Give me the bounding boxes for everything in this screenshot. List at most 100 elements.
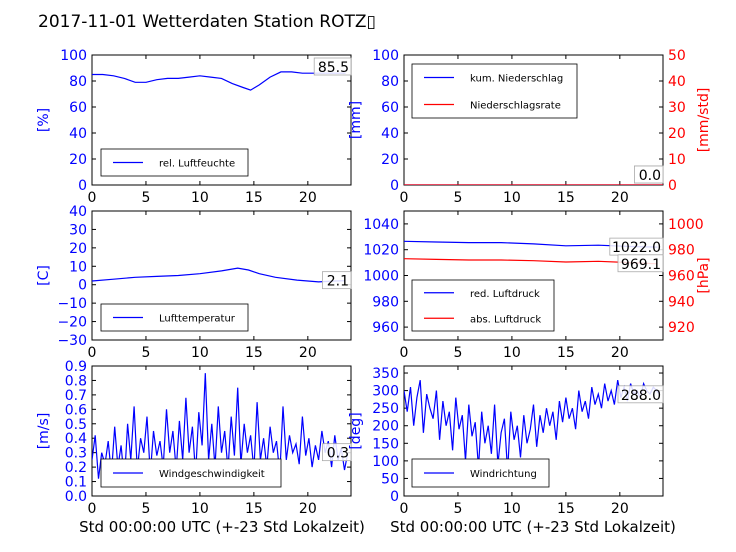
x-tick-label: 5 xyxy=(141,190,150,206)
value-annotation-box xyxy=(617,385,664,404)
x-tick-label: 5 xyxy=(453,345,462,361)
y-tick-label: 150 xyxy=(372,436,399,452)
xlabel-left: Std 00:00:00 UTC (+-23 Std Lokalzeit) xyxy=(79,518,365,536)
x-tick-label: 15 xyxy=(557,190,575,206)
series-line-0 xyxy=(404,379,661,472)
y-tick-label: 10 xyxy=(69,259,87,275)
y-tick-label: 1040 xyxy=(363,217,399,233)
y-tick-label: 80 xyxy=(69,74,87,90)
y-tick-label: 0.7 xyxy=(65,388,87,404)
y-tick-label: 40 xyxy=(381,126,399,142)
y-tick-label: 40 xyxy=(69,126,87,142)
y2-tick-label: 50 xyxy=(668,48,686,64)
x-tick-label: 5 xyxy=(453,501,462,517)
y2-tick-label: 980 xyxy=(668,243,695,259)
y-tick-label: 0 xyxy=(390,489,399,505)
y2-tick-label: 1000 xyxy=(668,217,704,233)
y2-axis-label: [hPa] xyxy=(696,257,712,293)
y-tick-label: 30 xyxy=(69,222,87,238)
x-tick-label: 20 xyxy=(299,345,317,361)
panel-pressure: 0 5 10 15 20 960 980 1000 1020 1040 920 940 960 980 10… xyxy=(363,210,712,361)
value-annotation: 288.0 xyxy=(621,388,661,404)
legend-label: Windgeschwindigkeit xyxy=(159,469,265,480)
y-tick-label: 200 xyxy=(372,419,399,435)
y2-tick-label: 30 xyxy=(668,100,686,116)
y2-tick-label: 0 xyxy=(668,178,677,194)
x-tick-label: 15 xyxy=(245,190,263,206)
legend-label: Windrichtung xyxy=(470,469,537,480)
legend-box xyxy=(411,279,555,332)
value-annotation-box xyxy=(321,443,352,462)
y-tick-label: 20 xyxy=(69,241,87,257)
y-tick-label: 0.0 xyxy=(65,489,87,505)
y-tick-label: 0.3 xyxy=(65,446,87,462)
y2-tick-label: 10 xyxy=(668,152,686,168)
legend-label: Niederschlagsrate xyxy=(470,101,561,112)
value-annotation: 0.0 xyxy=(639,168,661,184)
value-annotation: 1022.0 xyxy=(612,240,661,256)
y-tick-label: 1000 xyxy=(363,269,399,285)
y2-axis-label: [mm/std] xyxy=(696,88,712,153)
y-axis-label: [m/s] xyxy=(36,413,52,450)
y-tick-label: 40 xyxy=(69,204,87,220)
y-tick-label: 0.1 xyxy=(65,475,87,491)
legend-label: rel. Luftfeuchte xyxy=(159,159,235,170)
x-tick-label: 20 xyxy=(611,190,629,206)
value-annotation-box xyxy=(634,165,664,184)
x-tick-label: 0 xyxy=(400,190,409,206)
value-annotation: 2.1 xyxy=(327,274,349,290)
panel-humidity: 0 5 10 15 20 0 20 40 60 80 100 [%] 85.5 rel. Luftfeuc… xyxy=(36,48,352,206)
value-annotation-box xyxy=(313,57,352,76)
y-axis-label: [mm] xyxy=(348,101,364,139)
y-tick-label: 20 xyxy=(381,152,399,168)
y-tick-label: 0 xyxy=(78,278,87,294)
y-tick-label: 0.8 xyxy=(65,373,87,389)
x-tick-label: 5 xyxy=(141,501,150,517)
y2-tick-label: 960 xyxy=(668,269,695,285)
y-tick-label: 80 xyxy=(381,74,399,90)
value-annotation-box xyxy=(321,271,352,290)
x-tick-label: 20 xyxy=(611,345,629,361)
y-tick-label: 980 xyxy=(372,294,399,310)
x-tick-label: 20 xyxy=(299,190,317,206)
value-annotation-box xyxy=(617,254,664,273)
value-annotation: 0.3 xyxy=(327,446,349,462)
x-tick-label: 0 xyxy=(400,501,409,517)
x-tick-label: 0 xyxy=(88,345,97,361)
x-tick-label: 15 xyxy=(245,345,263,361)
y-tick-label: 0.5 xyxy=(65,417,87,433)
x-tick-label: 20 xyxy=(299,501,317,517)
y-tick-label: 100 xyxy=(60,48,87,64)
y-tick-label: 50 xyxy=(381,471,399,487)
legend-box xyxy=(100,458,282,488)
y2-tick-label: 20 xyxy=(668,126,686,142)
legend-label: abs. Luftdruck xyxy=(470,314,541,325)
x-tick-label: 10 xyxy=(191,345,209,361)
x-tick-label: 10 xyxy=(503,345,521,361)
legend-label: Lufttemperatur xyxy=(159,314,236,325)
x-tick-label: 15 xyxy=(557,345,575,361)
x-tick-label: 10 xyxy=(503,190,521,206)
value-annotation: 85.5 xyxy=(318,60,349,76)
x-tick-label: 0 xyxy=(88,190,97,206)
y-tick-label: 0.4 xyxy=(65,431,87,447)
series-line-0 xyxy=(92,373,349,482)
y-tick-label: 0.2 xyxy=(65,460,87,476)
y-tick-label: −30 xyxy=(57,333,87,349)
y-tick-label: 300 xyxy=(372,384,399,400)
x-tick-label: 0 xyxy=(400,345,409,361)
y-tick-label: 960 xyxy=(372,320,399,336)
x-tick-label: 15 xyxy=(245,501,263,517)
x-tick-label: 0 xyxy=(88,501,97,517)
y2-tick-label: 920 xyxy=(668,320,695,336)
y-tick-label: 1020 xyxy=(363,243,399,259)
panel-temperature: 0 5 10 15 20 −30 −20 −10 0 10 20 30 40 [C] 2.1 Lufttemp… xyxy=(36,204,352,361)
x-tick-label: 5 xyxy=(141,345,150,361)
x-tick-label: 20 xyxy=(611,501,629,517)
y-tick-label: 100 xyxy=(372,454,399,470)
y-axis-label: [deg] xyxy=(348,412,364,449)
xlabel-right: Std 00:00:00 UTC (+-23 Std Lokalzeit) xyxy=(390,518,676,536)
x-tick-label: 5 xyxy=(453,190,462,206)
y-tick-label: 0.9 xyxy=(65,359,87,375)
